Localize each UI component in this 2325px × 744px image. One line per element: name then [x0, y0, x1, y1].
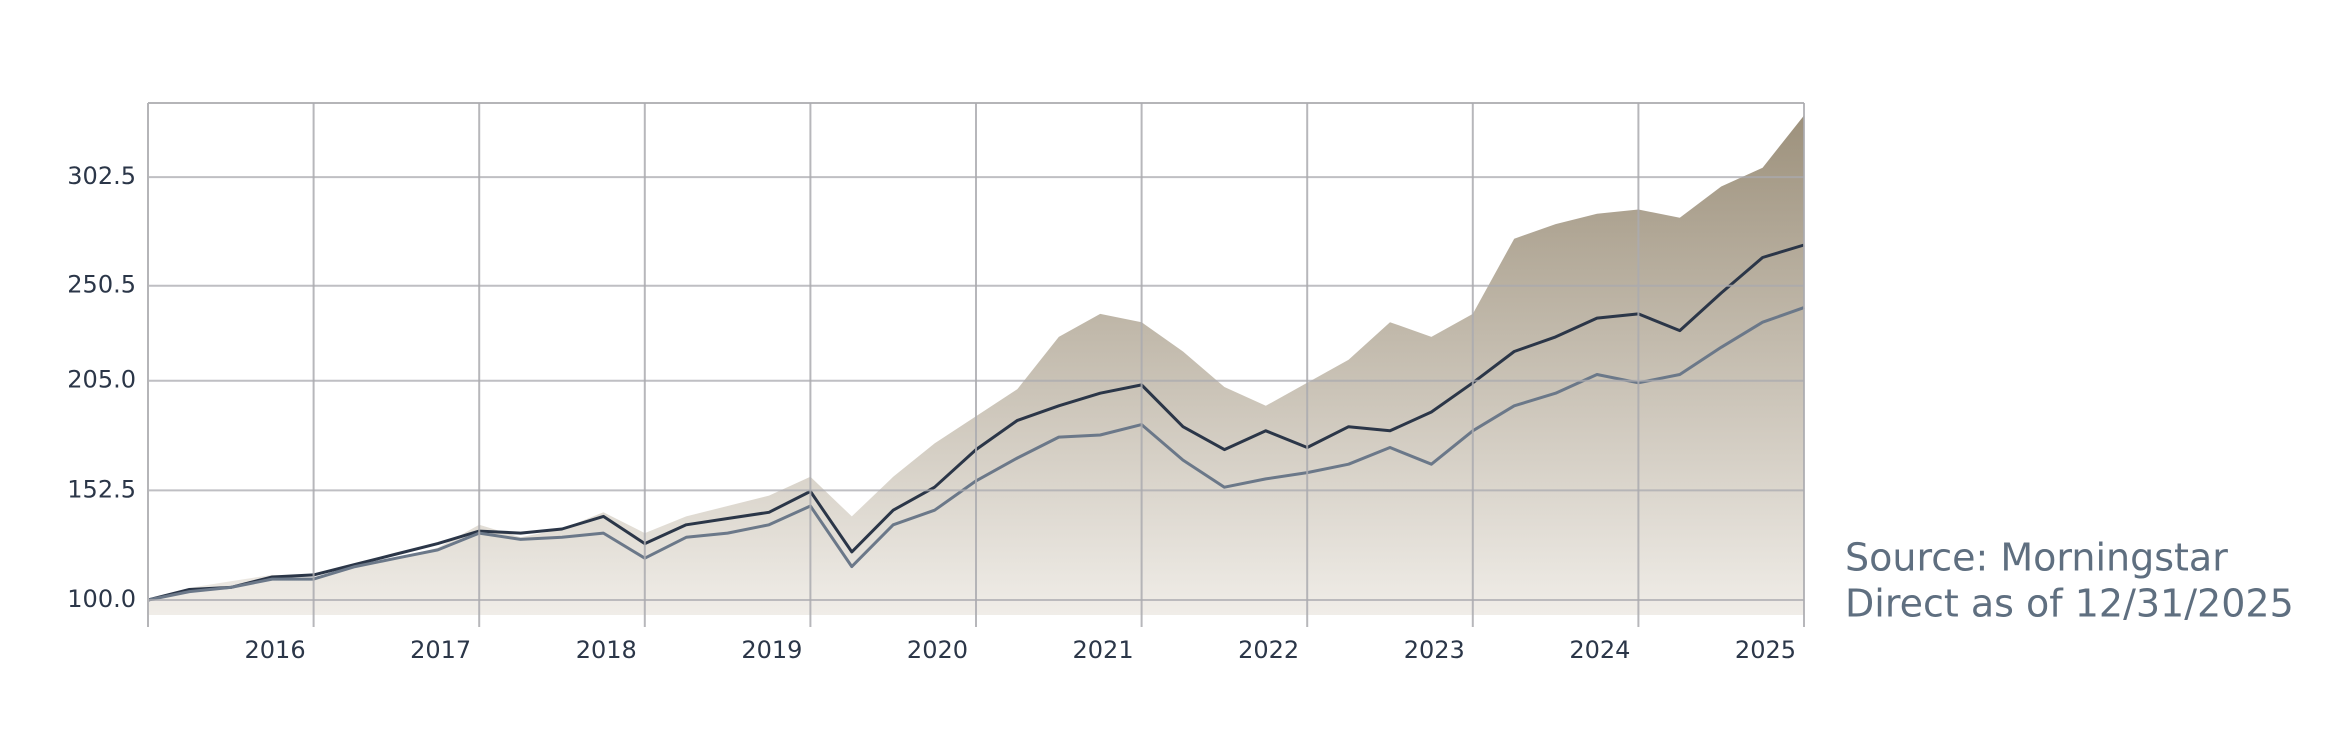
x-tick-label: 2024 [1569, 636, 1630, 664]
x-tick-label: 2022 [1238, 636, 1299, 664]
y-tick-label: 100.0 [67, 585, 136, 613]
x-tick-label: 2018 [576, 636, 637, 664]
x-tick-label: 2021 [1073, 636, 1134, 664]
y-tick-label: 205.0 [67, 366, 136, 394]
x-tick-label: 2016 [245, 636, 306, 664]
x-tick-label: 2023 [1404, 636, 1465, 664]
y-tick-label: 250.5 [67, 271, 136, 299]
source-line: Direct as of 12/31/2025 [1845, 582, 2294, 626]
y-tick-label: 152.5 [67, 475, 136, 503]
y-tick-label: 302.5 [67, 162, 136, 190]
source-line: Source: Morningstar [1845, 536, 2228, 580]
x-tick-label: 2019 [741, 636, 802, 664]
x-tick-label: 2025 [1735, 636, 1796, 664]
x-tick-label: 2017 [410, 636, 471, 664]
x-tick-label: 2020 [907, 636, 968, 664]
